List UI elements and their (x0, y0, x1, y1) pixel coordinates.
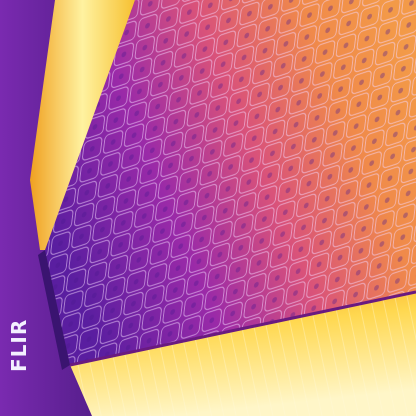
flir-logo: FLIR (7, 319, 31, 372)
hot-edge (30, 0, 135, 250)
panel-cells (45, 0, 416, 365)
panel-edge (69, 290, 416, 367)
panel-frame (38, 250, 70, 370)
surface-texture (70, 292, 416, 416)
